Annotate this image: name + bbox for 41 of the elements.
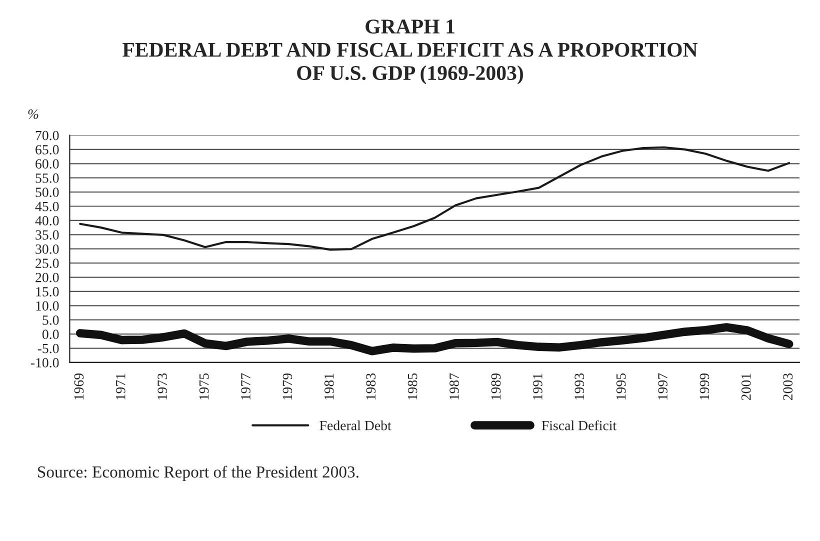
y-tick-label: 20.0 (36, 272, 59, 282)
y-tick-label: 30.0 (36, 244, 59, 254)
y-tick-label: 25.0 (36, 258, 59, 268)
y-tick-label: -10.0 (30, 358, 59, 368)
y-tick-label: 60.0 (36, 159, 59, 169)
x-tick-label: 1997 (658, 373, 668, 400)
y-tick-label: 10.0 (36, 301, 59, 311)
y-tick-label: 50.0 (36, 188, 59, 198)
y-tick-label: 70.0 (36, 130, 59, 140)
x-tick-label: 1989 (491, 373, 501, 400)
x-tick-label: 1983 (366, 373, 376, 400)
line-series (79, 146, 790, 251)
x-tick-label: 1969 (74, 373, 84, 400)
y-tick-label: -5.0 (38, 344, 59, 354)
x-tick-label: 1987 (450, 373, 459, 400)
x-tick-label: 1975 (199, 373, 209, 400)
y-tick-label: 45.0 (35, 202, 59, 212)
y-tick-label: 15.0 (36, 287, 59, 296)
x-tick-label: 1995 (616, 373, 626, 400)
legend-label: Fiscal Deficit (542, 420, 617, 430)
x-tick-label: 1993 (574, 373, 584, 400)
x-tick-label: 2001 (741, 374, 751, 400)
y-tick-label: 5.0 (42, 315, 59, 325)
y-tick-label: 0.0 (42, 330, 59, 340)
x-tick-label: 1973 (158, 373, 168, 400)
x-tick-label: 2003 (783, 373, 793, 400)
x-tick-label: 1977 (241, 373, 250, 400)
source-note: Source: Economic Report of the President 2003. (38, 466, 358, 482)
legend-label: Federal Debt (320, 420, 392, 430)
x-tick-label: 1981 (324, 374, 334, 400)
y-axis-title: % (28, 109, 38, 119)
y-tick-label: 55.0 (36, 173, 59, 183)
x-tick-label: 1979 (282, 373, 292, 400)
x-tick-label: 1985 (408, 373, 418, 400)
y-tick-label: 40.0 (35, 216, 59, 226)
x-tick-label: 1991 (533, 374, 542, 400)
x-tick-label: 1999 (700, 373, 710, 400)
y-tick-label: 65.0 (36, 145, 59, 154)
y-tick-label: 35.0 (36, 230, 59, 240)
chart-title: GRAPH 1 FEDERAL DEBT AND FISCAL DEFICIT AS A PROPORTION OF U.S. GDP (1969-2003) (122, 20, 698, 84)
x-tick-label: 1971 (116, 374, 126, 400)
